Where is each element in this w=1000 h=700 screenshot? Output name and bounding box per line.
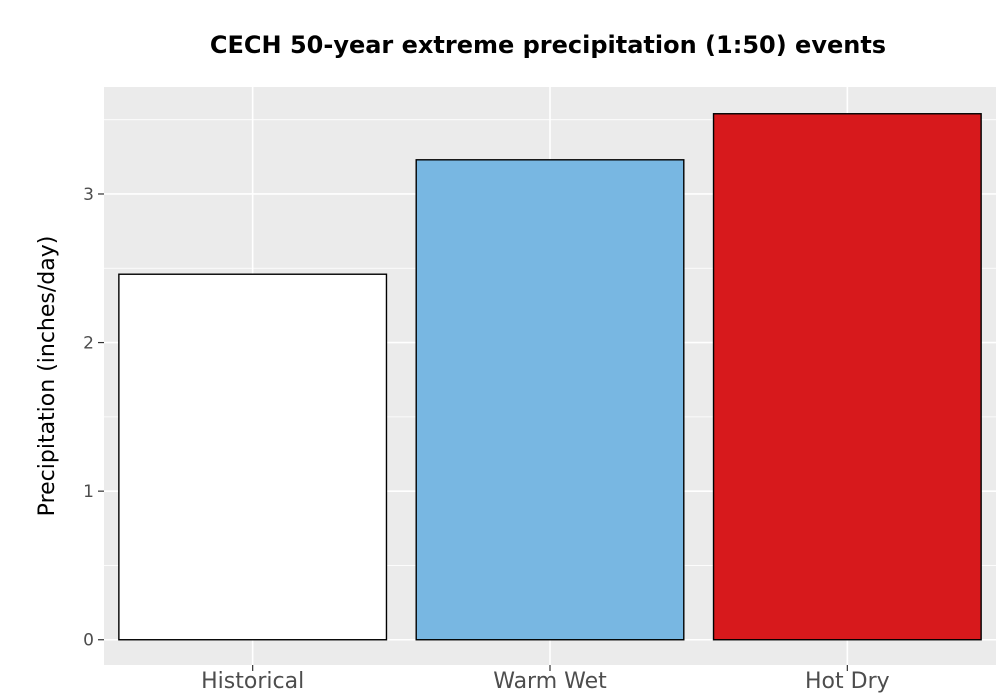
bar-historical	[118, 273, 388, 641]
y-axis-label: Precipitation (inches/day)	[35, 236, 60, 517]
x-tick-label: Hot Dry	[805, 669, 890, 694]
x-tick-label: Warm Wet	[493, 669, 607, 694]
bar-hot-dry	[712, 113, 982, 641]
y-axis-ticks: 0 1 2 3	[83, 185, 104, 651]
y-tick-label: 1	[83, 482, 94, 502]
y-tick-label: 2	[83, 334, 94, 354]
chart-title: CECH 50-year extreme precipitation (1:50…	[210, 31, 886, 59]
bars	[118, 113, 982, 641]
x-tick-label: Historical	[201, 669, 304, 694]
y-tick-label: 0	[83, 631, 94, 651]
y-tick-label: 3	[83, 185, 94, 205]
x-axis-ticks: Historical Warm Wet Hot Dry	[201, 665, 890, 694]
bar-warm-wet	[415, 159, 685, 641]
